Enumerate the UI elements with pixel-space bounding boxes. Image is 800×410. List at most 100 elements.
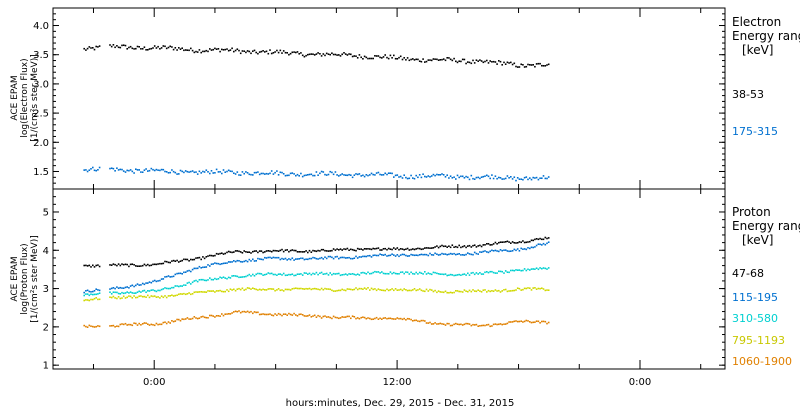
proton-series-0-point (181, 259, 183, 262)
proton-series-3-point (97, 298, 99, 301)
electron-series-1-point (305, 174, 307, 176)
electron-series-0-point (399, 55, 402, 58)
proton-series-2-point (496, 272, 498, 274)
proton-series-2-point (410, 271, 412, 274)
proton-series-0-point (351, 248, 354, 251)
electron-series-0-point (188, 49, 190, 52)
proton-series-0-point (534, 238, 536, 241)
electron-series-0-point (415, 58, 417, 61)
proton-series-4-point (446, 322, 448, 325)
proton-series-1-point (432, 254, 435, 256)
proton-series-3-point (480, 291, 483, 293)
proton-ylabel-line-1: ACE EPAM (10, 256, 20, 301)
proton-series-1-point (356, 257, 359, 259)
electron-series-1-point (432, 173, 435, 176)
proton-series-1-point (336, 255, 338, 258)
proton-series-1-point (355, 255, 357, 258)
proton-series-2-point (298, 273, 300, 275)
proton-series-4-point (109, 325, 111, 327)
proton-series-1-point (406, 255, 409, 257)
electron-series-1-point (356, 173, 359, 176)
proton-series-3-point (236, 288, 239, 290)
proton-series-3-point (92, 298, 94, 301)
proton-series-0-point (484, 244, 486, 246)
electron-series-0-point (406, 57, 409, 59)
proton-series-3-point (510, 290, 512, 292)
proton-series-4-point (243, 310, 245, 313)
proton-series-3-point (412, 289, 414, 291)
proton-series-0-point (472, 244, 474, 247)
proton-series-0-point (174, 260, 177, 262)
proton-series-1-point (183, 271, 185, 274)
proton-series-0-point (405, 248, 407, 250)
proton-series-3-point (360, 287, 362, 290)
proton-series-2-point (511, 269, 514, 272)
proton-series-0-point (119, 264, 122, 267)
proton-series-1-point (398, 255, 400, 258)
electron-series-1-point (246, 172, 249, 174)
proton-series-1-point (231, 261, 233, 263)
electron-series-1-point (86, 170, 89, 173)
proton-series-2-point (468, 274, 471, 276)
proton-series-2-point (229, 277, 232, 279)
electron-series-1-point (456, 174, 459, 177)
electron-series-1-point (198, 170, 201, 173)
electron-series-0-point (207, 50, 209, 53)
electron-series-1-point (239, 174, 242, 176)
proton-series-4-point (308, 314, 311, 316)
proton-series-1-point (494, 249, 497, 252)
proton-series-0-point (121, 263, 123, 265)
electron-series-1-point (245, 171, 247, 173)
proton-series-2-point (221, 277, 223, 279)
electron-series-1-point (344, 174, 347, 176)
proton-series-3-point (195, 291, 197, 293)
electron-series-0-point (358, 54, 361, 56)
proton-series-1-point (535, 244, 538, 247)
proton-series-3-point (491, 290, 493, 292)
proton-series-2-point (279, 273, 282, 275)
proton-series-3-point (160, 295, 163, 297)
proton-series-1-point (348, 256, 350, 259)
proton-series-1-point (307, 258, 309, 261)
electron-series-1-point (322, 171, 325, 173)
electron-series-1-point (214, 172, 216, 174)
electron-series-1-point (155, 168, 158, 171)
electron-series-0-point (270, 52, 273, 55)
electron-series-1-point (188, 171, 190, 173)
proton-series-1-point (417, 254, 419, 257)
proton-series-2-point (465, 274, 467, 276)
proton-series-2-point (353, 273, 356, 276)
electron-series-0-point (332, 53, 335, 56)
proton-series-3-point (544, 289, 547, 292)
proton-series-2-point (480, 273, 483, 275)
proton-series-2-point (446, 274, 448, 277)
electron-series-0-point (141, 48, 144, 50)
proton-series-4-point (286, 314, 288, 316)
proton-series-4-point (239, 311, 242, 314)
electron-series-1-point (329, 170, 331, 173)
proton-series-3-point (348, 288, 350, 290)
electron-series-0-point (293, 51, 295, 53)
proton-series-2-point (527, 268, 529, 271)
electron-series-0-point (437, 59, 440, 61)
proton-series-0-point (451, 244, 454, 246)
electron-series-0-point (451, 59, 454, 62)
electron-series-0-point (350, 53, 352, 56)
electron-series-0-point (525, 65, 528, 68)
proton-series-4-point (191, 317, 194, 320)
proton-series-0-point (401, 248, 404, 250)
proton-series-0-point (129, 263, 132, 266)
proton-legend: Proton Energy range [keV] 47-68 115-195 … (732, 205, 800, 368)
proton-series-2-point (515, 269, 517, 271)
proton-series-2-point (546, 268, 548, 270)
proton-series-3-point (86, 299, 89, 301)
proton-series-1-point (260, 258, 263, 261)
proton-series-1-point (121, 287, 123, 289)
proton-series-2-point (398, 273, 400, 275)
proton-series-1-point (448, 253, 450, 256)
proton-series-2-point (355, 274, 357, 276)
proton-series-1-point (394, 255, 397, 257)
electron-series-0-point (410, 58, 412, 61)
proton-series-0-point (399, 248, 402, 250)
proton-series-3-point (489, 290, 491, 293)
